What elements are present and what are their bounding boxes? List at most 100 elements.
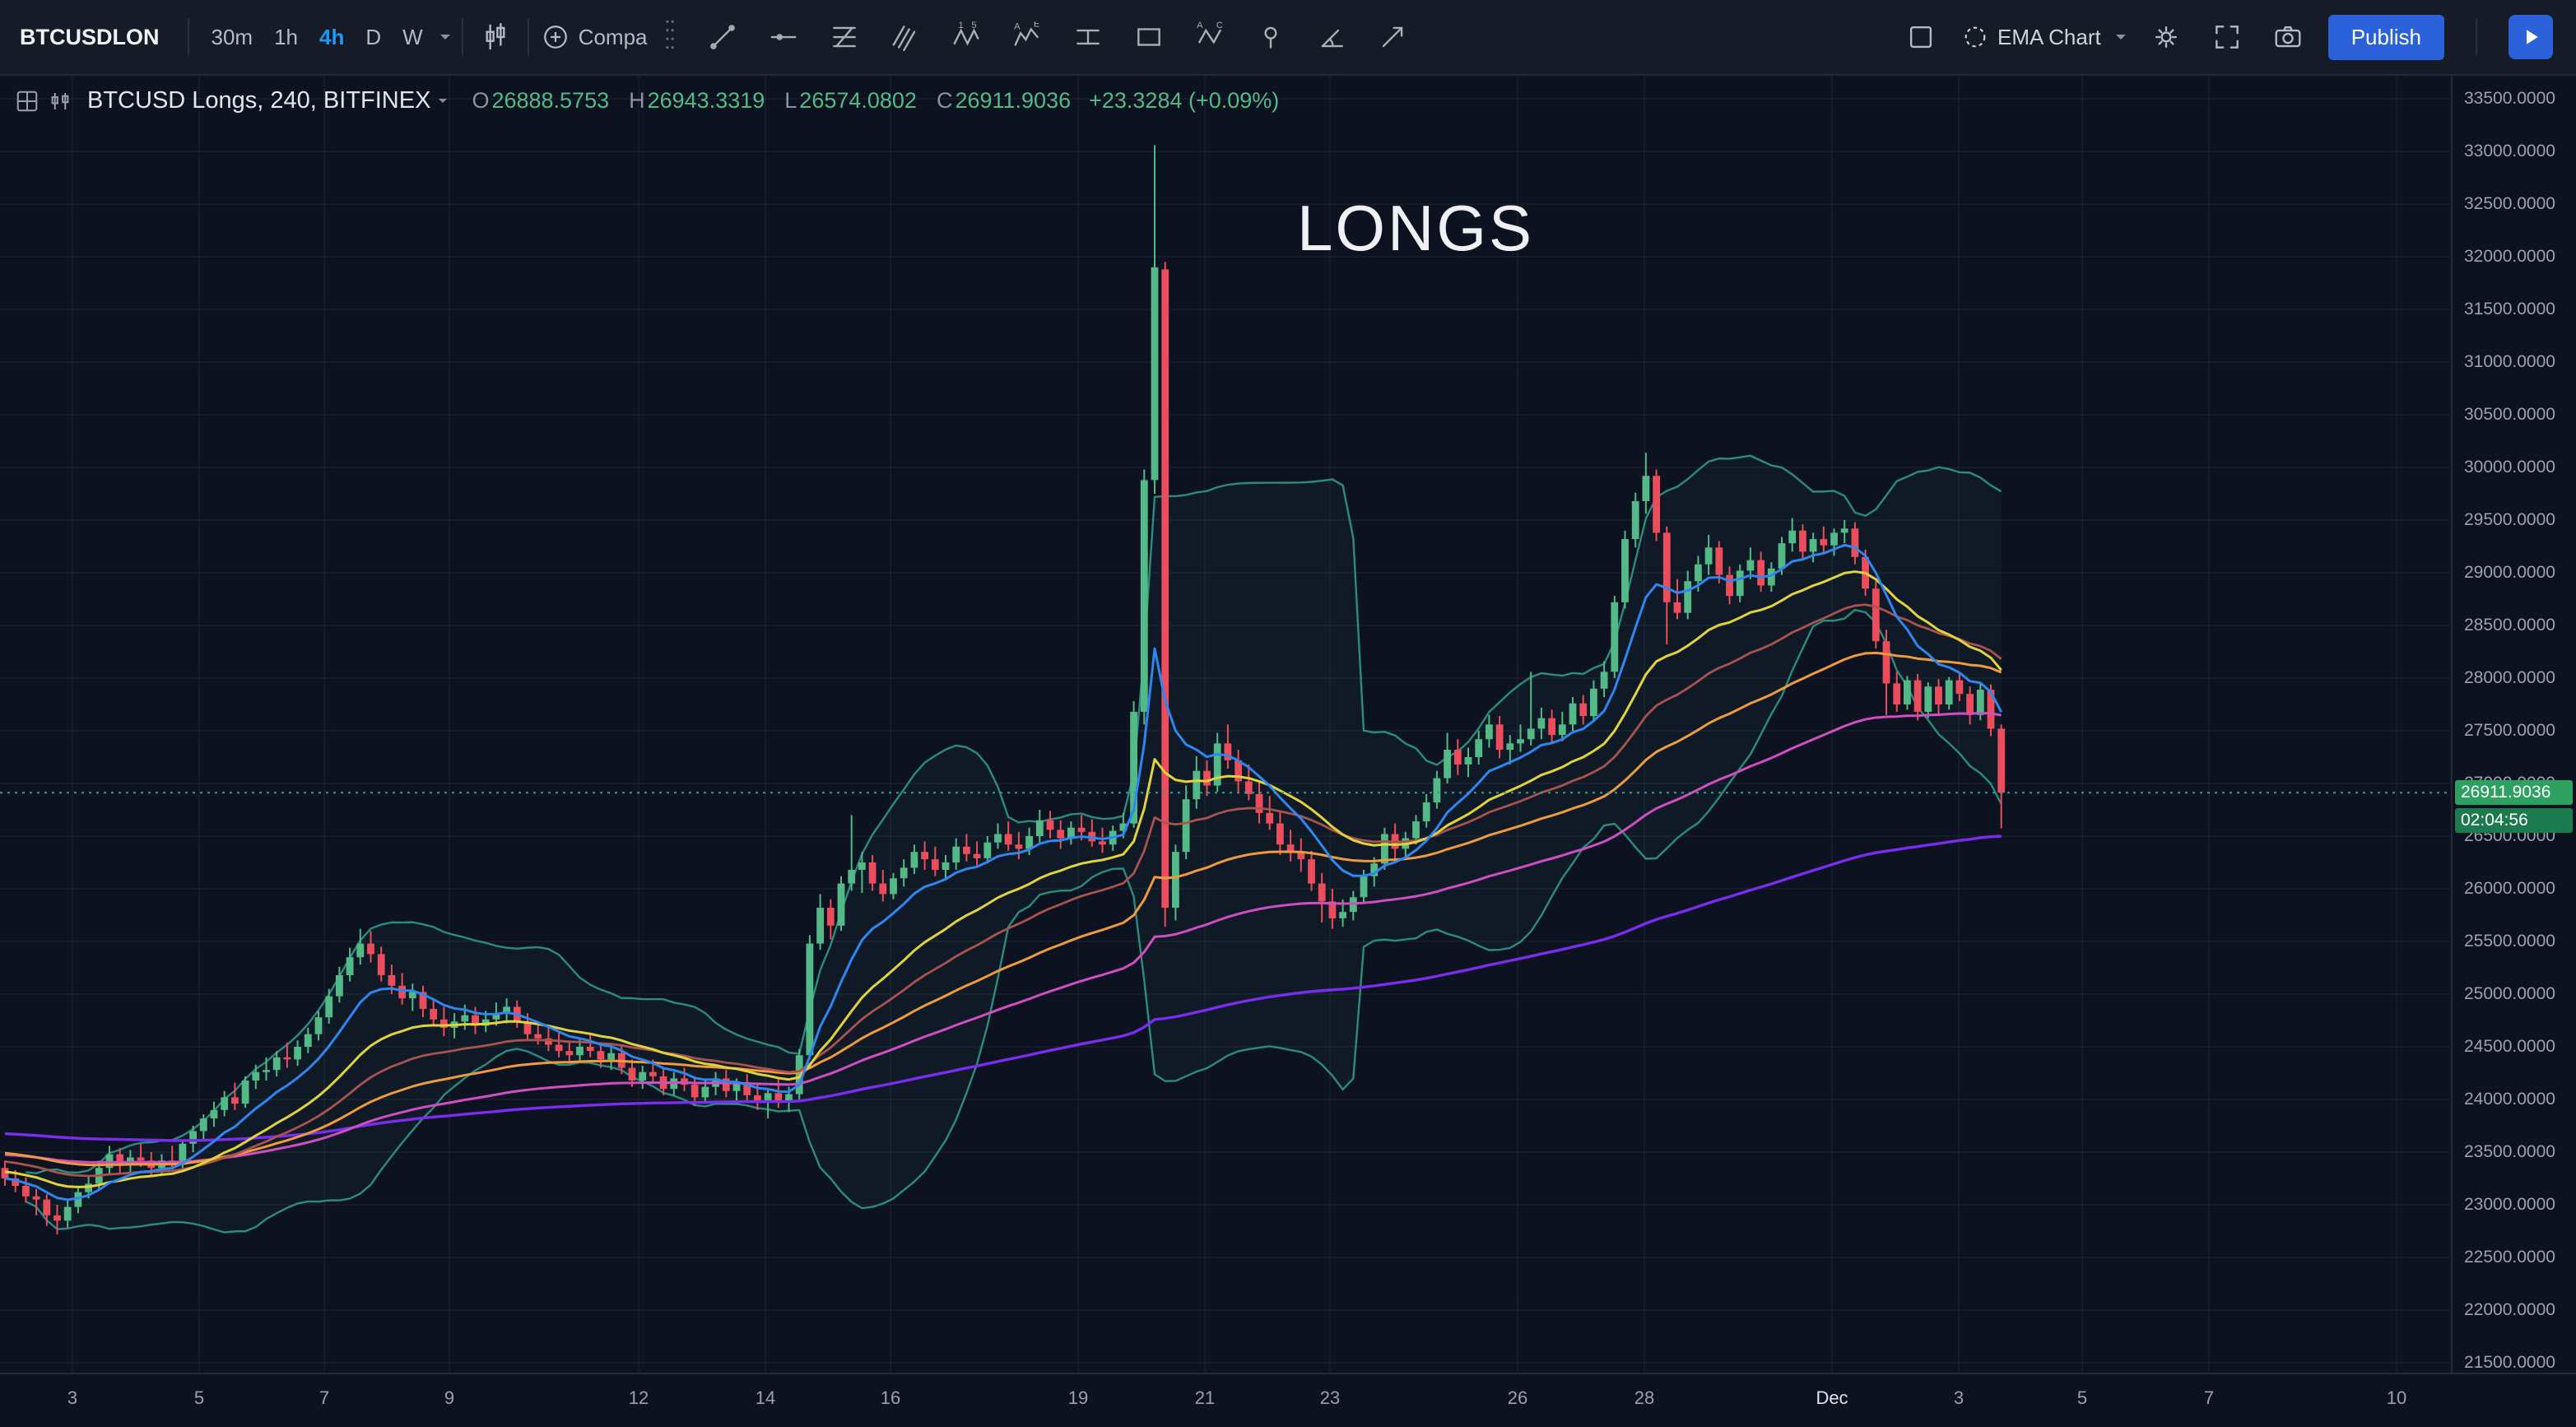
- replay-play-button[interactable]: [2509, 15, 2553, 59]
- toolbar-separator: [187, 18, 189, 56]
- rectangle-tool[interactable]: [1118, 11, 1179, 63]
- svg-text:A: A: [1014, 22, 1021, 32]
- price-axis-label: 23500.0000: [2464, 1142, 2555, 1161]
- svg-text:E: E: [1033, 21, 1039, 29]
- arrow-tool[interactable]: [1362, 11, 1423, 63]
- trend-line-tool[interactable]: [692, 11, 753, 63]
- price-axis-label: 22500.0000: [2464, 1248, 2555, 1267]
- low-label: L: [784, 88, 797, 113]
- pitchfork-icon: [892, 26, 915, 52]
- saved-layout-name: EMA Chart: [1997, 24, 2101, 49]
- time-axis-label: 23: [1319, 1387, 1341, 1408]
- arrow-icon: [1382, 26, 1402, 48]
- price-axis-label: 31500.0000: [2464, 300, 2555, 318]
- price-axis-label: 31000.0000: [2464, 352, 2555, 371]
- price-axis-label: 32500.0000: [2464, 194, 2555, 213]
- camera-icon: [2275, 26, 2301, 48]
- time-axis-label: 14: [755, 1387, 776, 1408]
- close-label: C: [936, 88, 953, 113]
- timeframe-4h[interactable]: 4h: [319, 24, 345, 49]
- fullscreen-icon: [2215, 26, 2239, 49]
- fib-retracement-tool[interactable]: [814, 11, 875, 63]
- timeframe-30m[interactable]: 30m: [211, 24, 253, 49]
- chevron-down-icon[interactable]: [439, 99, 448, 103]
- time-axis-label: 16: [880, 1387, 901, 1408]
- chevron-down-icon[interactable]: [439, 35, 450, 40]
- time-axis-label: 3: [1953, 1387, 1965, 1408]
- chart-text-label[interactable]: LONGS: [1296, 192, 1535, 264]
- time-axis-label: 10: [2386, 1387, 2407, 1408]
- high-value: 26943.3319: [647, 88, 765, 113]
- pin-icon: [1263, 26, 1277, 49]
- long-position-icon: [1076, 29, 1100, 45]
- chart-style-button[interactable]: [475, 21, 516, 53]
- close-value: 26911.9036: [955, 88, 1072, 113]
- last-price-badge: 26911.9036: [2455, 780, 2573, 805]
- layout-select-button[interactable]: [1900, 21, 1941, 53]
- price-axis-label: 25500.0000: [2464, 932, 2555, 951]
- price-axis[interactable]: 26911.9036 02:04:56 33500.0000 33000.0000…: [2451, 74, 2576, 1374]
- timeframe-D[interactable]: D: [365, 24, 382, 49]
- ohlc-values: O 26888.5753 H 26943.3319 L 26574.0802 C 269…: [447, 88, 1279, 114]
- time-axis-label: 28: [1634, 1387, 1655, 1408]
- timeframe-1h[interactable]: 1h: [274, 24, 298, 49]
- price-axis-label: 26000.0000: [2464, 879, 2555, 898]
- chart-type-icon[interactable]: [48, 89, 72, 114]
- price-axis-label: 29000.0000: [2464, 563, 2555, 582]
- svg-text:5: 5: [971, 21, 976, 30]
- timeframe-W[interactable]: W: [402, 24, 423, 49]
- settings-button[interactable]: [2146, 21, 2187, 53]
- open-value: 26888.5753: [491, 88, 610, 113]
- fullscreen-button[interactable]: [2206, 21, 2248, 53]
- long-position-tool[interactable]: [1058, 11, 1118, 63]
- time-axis-label: 26: [1507, 1387, 1528, 1408]
- horizontal-line-tool[interactable]: [753, 11, 814, 63]
- time-axis-label: 7: [319, 1387, 330, 1408]
- trend-angle-icon: [1321, 29, 1343, 48]
- trend-line-icon: [709, 25, 735, 49]
- bar-countdown-badge: 02:04:56: [2455, 808, 2573, 833]
- cloud-sync-icon: [1965, 26, 1986, 48]
- legend-title[interactable]: BTCUSD Longs, 240, BITFINEX: [87, 87, 431, 114]
- time-axis[interactable]: 3 5 7 9 12 14 16 19 21 23 26 28 Dec 3 5 7 10: [0, 1373, 2576, 1427]
- compare-button[interactable]: Compa: [541, 22, 648, 52]
- price-axis-label: 22000.0000: [2464, 1300, 2555, 1319]
- publish-button[interactable]: Publish: [2327, 14, 2444, 60]
- price-axis-label: 25000.0000: [2464, 984, 2555, 1003]
- layout-grid-icon[interactable]: [15, 89, 40, 114]
- trend-angle-tool[interactable]: [1301, 11, 1362, 63]
- time-axis-label: 5: [193, 1387, 205, 1408]
- price-axis-label: 32000.0000: [2464, 247, 2555, 266]
- price-axis-label: 28500.0000: [2464, 616, 2555, 634]
- play-icon: [2527, 30, 2538, 44]
- pin-tool[interactable]: [1240, 11, 1301, 63]
- toolbar-separator: [461, 18, 463, 56]
- chart-legend: BTCUSD Longs, 240, BITFINEX O 26888.5753 …: [15, 87, 1279, 114]
- time-axis-label: Dec: [1816, 1387, 1848, 1408]
- time-axis-label: 12: [628, 1387, 649, 1408]
- timeframe-group: 30m 1h 4h D W: [201, 25, 434, 50]
- saved-layout-selector[interactable]: EMA Chart: [1961, 23, 2126, 51]
- svg-text:1: 1: [958, 21, 963, 30]
- symbol-button[interactable]: BTCUSDLON: [20, 24, 160, 49]
- pitchfork-tool[interactable]: [875, 11, 936, 63]
- price-axis-label: 33000.0000: [2464, 142, 2555, 160]
- time-axis-label: 7: [2203, 1387, 2215, 1408]
- square-layout-icon: [1909, 26, 1932, 49]
- fib-retracement-icon: [832, 26, 856, 48]
- price-axis-label: 24500.0000: [2464, 1037, 2555, 1056]
- time-axis-label: 9: [444, 1387, 455, 1408]
- top-toolbar: BTCUSDLON 30m 1h 4h D W Compa: [0, 0, 2576, 76]
- snapshot-button[interactable]: [2267, 21, 2309, 53]
- toolbar-drag-handle[interactable]: [659, 16, 681, 58]
- price-axis-label: 23000.0000: [2464, 1195, 2555, 1214]
